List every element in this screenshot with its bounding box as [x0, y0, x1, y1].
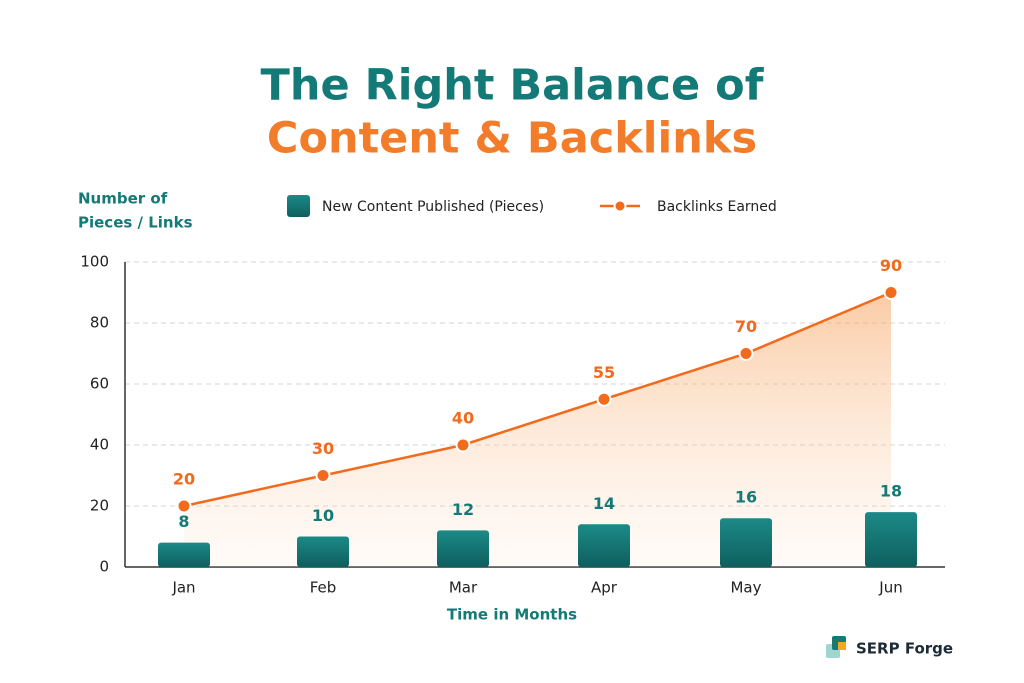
point-value-label: 30 [312, 439, 334, 458]
bar [865, 512, 917, 567]
y-tick-label: 60 [90, 375, 109, 393]
bar [297, 536, 349, 567]
point-value-label: 70 [735, 317, 757, 336]
point [315, 468, 331, 483]
x-tick-label: Mar [449, 579, 478, 597]
bar-value-label: 8 [178, 512, 189, 531]
x-axis-title: Time in Months [447, 606, 577, 624]
logo: SERP Forge [826, 636, 953, 658]
y-tick-label: 40 [90, 436, 109, 454]
y-axis-title: Number of [78, 190, 168, 208]
bar-value-label: 16 [735, 488, 757, 507]
legend-swatch [287, 195, 310, 217]
legend-label: New Content Published (Pieces) [322, 199, 544, 215]
line [183, 291, 892, 508]
y-tick-label: 20 [90, 497, 109, 515]
x-tick-label: May [730, 579, 761, 597]
y-tick-label: 0 [99, 558, 109, 576]
y-tick-label: 80 [90, 314, 109, 332]
bar [158, 542, 210, 567]
bar-value-label: 12 [452, 500, 474, 519]
title-line: Content & Backlinks [267, 114, 757, 164]
point [455, 437, 471, 453]
x-tick-label: Apr [591, 579, 618, 597]
bar [437, 530, 489, 567]
legend-swatch [613, 199, 627, 213]
y-axis-title: Pieces / Links [78, 214, 193, 232]
point [176, 498, 192, 514]
point-value-label: 20 [173, 470, 195, 489]
point [738, 346, 754, 361]
bar-value-label: 14 [593, 494, 615, 513]
brand: SERP Forge [856, 640, 953, 658]
bar-value-label: 18 [880, 482, 902, 501]
legend-label: Backlinks Earned [657, 199, 777, 215]
bar [720, 518, 772, 567]
area [184, 292, 891, 567]
title-line: The Right Balance of [261, 61, 765, 111]
x-tick-label: Jan [171, 579, 195, 597]
point [883, 285, 899, 300]
x-tick-label: Jun [878, 579, 902, 597]
point-value-label: 90 [880, 256, 902, 275]
bar [578, 524, 630, 567]
point [596, 391, 612, 407]
x-tick-label: Feb [310, 579, 337, 597]
point-value-label: 55 [593, 363, 615, 382]
point-value-label: 40 [452, 409, 474, 428]
y-tick-label: 100 [80, 253, 109, 271]
bar-value-label: 10 [312, 506, 334, 525]
